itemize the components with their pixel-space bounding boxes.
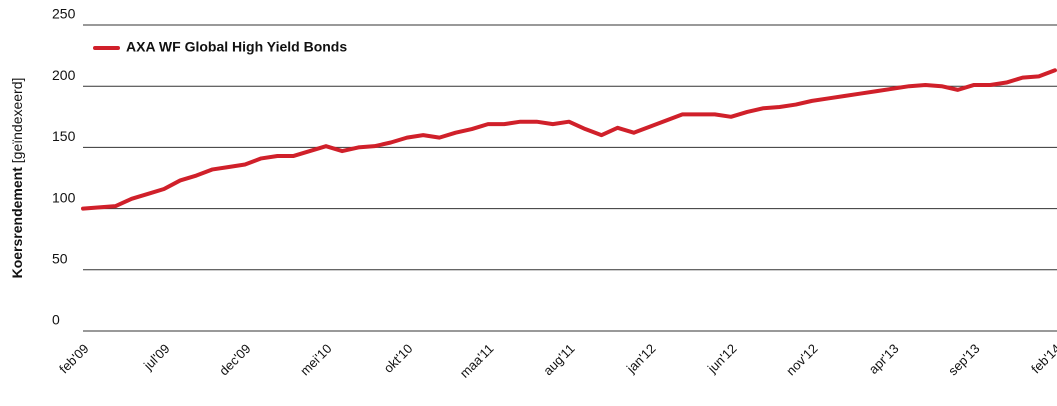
- x-tick-label: jan'12: [623, 341, 659, 377]
- y-tick-label: 250: [52, 6, 76, 22]
- y-tick-label: 100: [52, 189, 76, 205]
- x-tick-label: sep'13: [945, 341, 982, 378]
- x-tick-label: aug'11: [540, 341, 577, 378]
- x-tick-label: apr'13: [866, 341, 902, 377]
- data-line: [83, 70, 1055, 208]
- legend-label: AXA WF Global High Yield Bonds: [126, 39, 347, 55]
- x-tick-label: nov'12: [783, 341, 820, 378]
- y-axis-title: Koersrendement: [9, 167, 25, 279]
- chart: Koersrendement [geïndexeerd] 0 50 100 150 20…: [0, 0, 1057, 401]
- y-axis-label: Koersrendement [geïndexeerd]: [9, 78, 25, 279]
- x-tick-label: okt'10: [381, 341, 416, 376]
- x-tick-label: jun'12: [704, 341, 740, 377]
- x-tick-label: feb'14: [1028, 341, 1057, 376]
- x-tick-label: maa'11: [457, 341, 497, 381]
- y-tick-label: 150: [52, 128, 76, 144]
- x-tick-label: mei'10: [297, 341, 334, 378]
- y-tick-label: 50: [52, 251, 68, 267]
- x-tick-label: dec'09: [216, 341, 253, 378]
- y-axis-unit: [geïndexeerd]: [9, 78, 25, 164]
- x-tick-label: jul'09: [140, 341, 172, 373]
- y-tick-label: 200: [52, 67, 76, 83]
- x-tick-label: feb'09: [56, 341, 91, 376]
- y-tick-label: 0: [52, 312, 60, 328]
